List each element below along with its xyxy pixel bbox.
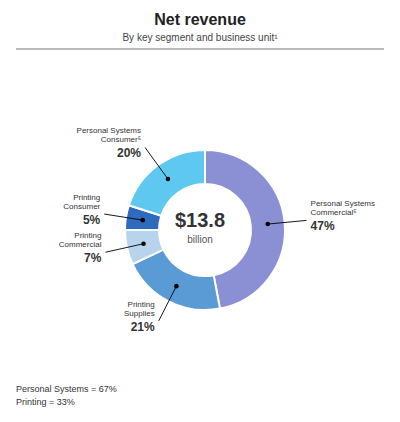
svg-text:7%: 7%	[84, 251, 102, 265]
svg-text:Net revenue: Net revenue	[154, 11, 246, 28]
svg-text:Printing = 33%: Printing = 33%	[16, 397, 75, 407]
svg-text:$13.8: $13.8	[175, 209, 225, 231]
svg-text:20%: 20%	[117, 146, 141, 160]
svg-text:PrintingConsumer: PrintingConsumer	[63, 193, 100, 211]
svg-text:PrintingCommercial: PrintingCommercial	[59, 231, 102, 249]
svg-text:By key segment and business un: By key segment and business unit¹	[122, 32, 278, 43]
svg-text:5%: 5%	[83, 213, 101, 227]
svg-text:47%: 47%	[311, 219, 335, 233]
svg-text:21%: 21%	[131, 320, 155, 334]
svg-text:Personal SystemsConsumer⁵: Personal SystemsConsumer⁵	[77, 126, 141, 144]
svg-text:billion: billion	[187, 234, 213, 245]
svg-text:Personal SystemsCommercial⁵: Personal SystemsCommercial⁵	[311, 199, 375, 217]
svg-text:Personal Systems = 67%: Personal Systems = 67%	[16, 384, 117, 394]
svg-text:PrintingSupplies: PrintingSupplies	[124, 300, 155, 318]
